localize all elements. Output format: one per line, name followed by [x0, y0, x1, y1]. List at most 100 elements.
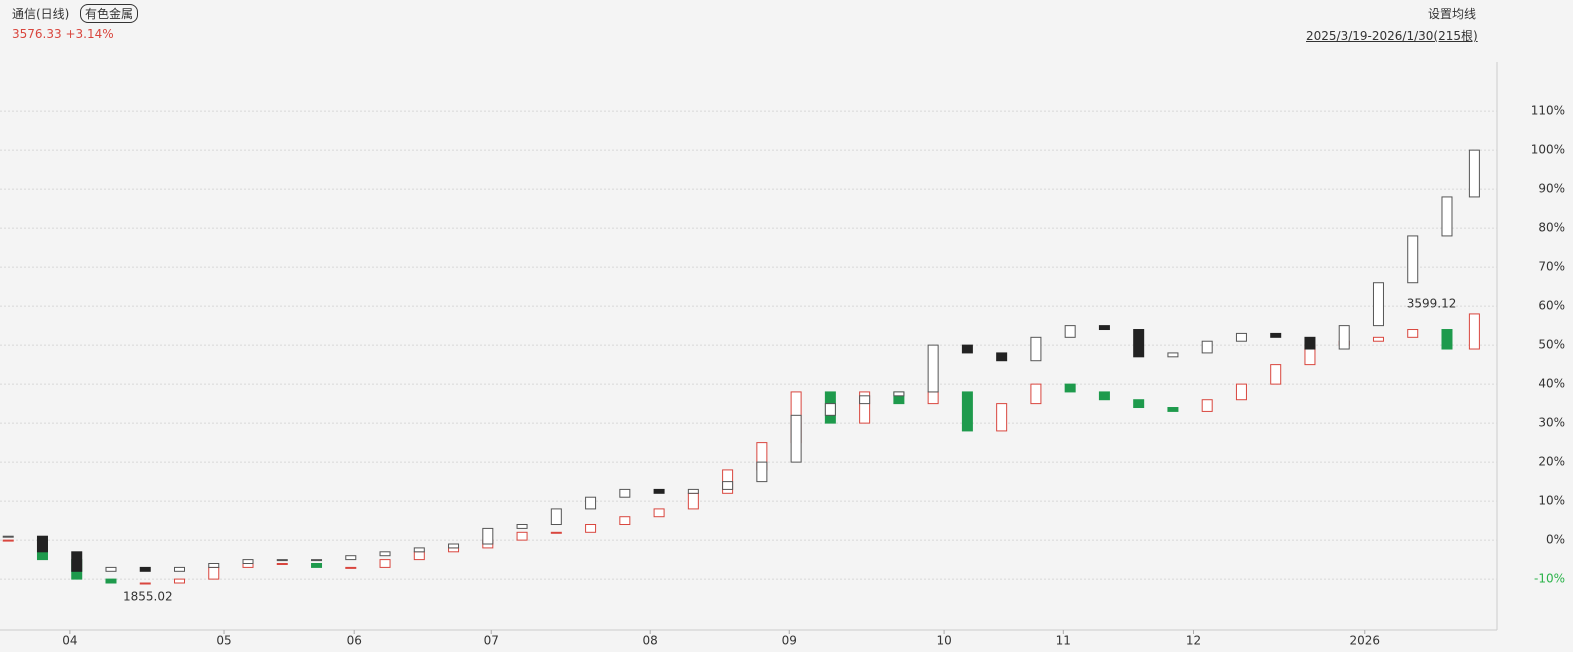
candle: [687, 492, 699, 510]
annotation: 1855.02: [123, 590, 173, 604]
candle: [413, 547, 425, 553]
candle: [1201, 399, 1213, 412]
y-tick-label: 50%: [1538, 338, 1565, 352]
candle: [824, 403, 836, 416]
x-tick-label: 09: [782, 634, 797, 648]
date-range[interactable]: 2025/3/19-2026/1/30(215根): [1306, 29, 1478, 43]
candle: [413, 551, 425, 561]
candle: [208, 563, 220, 568]
candle: [448, 547, 460, 553]
candle: [311, 559, 323, 562]
x-tick-label: 12: [1186, 634, 1201, 648]
candle: [311, 563, 323, 568]
candle: [345, 555, 357, 561]
x-tick-label: 10: [936, 634, 951, 648]
candle: [1167, 352, 1179, 358]
quote: 3576.33 +3.14%: [12, 27, 114, 41]
candle: [448, 543, 460, 549]
candle: [174, 578, 186, 584]
candle: [1441, 329, 1453, 350]
y-tick-label: 0%: [1546, 533, 1565, 547]
candle: [1468, 149, 1480, 198]
x-tick-label: 2026: [1349, 634, 1380, 648]
x-tick-label: 08: [643, 634, 658, 648]
y-tick-label: 70%: [1538, 260, 1565, 274]
y-tick-label: 10%: [1538, 494, 1565, 508]
candle: [105, 578, 117, 584]
candle: [756, 461, 768, 483]
y-tick-label: 20%: [1538, 455, 1565, 469]
candle: [996, 403, 1008, 432]
candle: [1235, 332, 1247, 342]
candle: [139, 582, 151, 585]
candle: [653, 488, 665, 494]
y-tick-label: 100%: [1531, 143, 1565, 157]
x-tick-label: 07: [484, 634, 499, 648]
candle: [619, 516, 631, 526]
candle: [893, 391, 905, 397]
candle: [1201, 340, 1213, 354]
candle: [1098, 325, 1110, 331]
x-tick-label: 04: [62, 634, 77, 648]
candle: [516, 531, 528, 541]
candle: [139, 566, 151, 572]
x-tick-label: 11: [1056, 634, 1071, 648]
candle: [1064, 383, 1076, 393]
x-tick-label: 06: [347, 634, 362, 648]
candle: [1030, 383, 1042, 405]
candle: [1133, 399, 1145, 409]
y-tick-label: 30%: [1538, 416, 1565, 430]
sector-tag[interactable]: 有色金属: [80, 4, 139, 23]
candle: [996, 352, 1008, 362]
candle: [71, 551, 83, 572]
candle: [687, 488, 699, 494]
annotation: 3599.12: [1407, 296, 1457, 310]
candle: [927, 344, 939, 393]
y-tick-label: 90%: [1538, 182, 1565, 196]
y-tick-label: 80%: [1538, 221, 1565, 235]
y-tick-label: 110%: [1531, 104, 1565, 118]
candle: [1270, 364, 1282, 385]
candle: [722, 481, 734, 490]
candle: [1167, 407, 1179, 412]
ma-setting[interactable]: 设置均线: [1428, 7, 1477, 21]
candle: [1235, 383, 1247, 401]
candle: [550, 531, 562, 534]
candle: [585, 496, 597, 510]
candle: [2, 535, 14, 538]
candle: [105, 566, 117, 572]
candle: [585, 524, 597, 533]
candle: [379, 551, 391, 557]
y-tick-label: -10%: [1534, 572, 1565, 586]
candle: [859, 395, 871, 405]
candle: [961, 344, 973, 354]
y-tick-label: 40%: [1538, 377, 1565, 391]
candle: [1338, 325, 1350, 350]
candle: [859, 391, 871, 424]
candle: [1030, 336, 1042, 362]
candle: [36, 535, 48, 553]
candle: [927, 391, 939, 405]
y-tick-label: 60%: [1538, 299, 1565, 313]
candle: [550, 508, 562, 526]
candle: [653, 508, 665, 518]
candle: [174, 566, 186, 572]
candle: [2, 539, 14, 542]
candle: [1407, 235, 1419, 284]
candle: [961, 391, 973, 432]
candle: [1441, 196, 1453, 237]
candle: [1372, 282, 1384, 327]
candle: [1133, 329, 1145, 358]
candle: [1270, 332, 1282, 338]
candle: [482, 527, 494, 545]
candle: [1468, 313, 1480, 350]
candle: [208, 566, 220, 580]
candle: [516, 524, 528, 529]
candle: [790, 414, 802, 463]
x-tick-label: 05: [216, 634, 231, 648]
candle: [619, 488, 631, 498]
candle: [1407, 329, 1419, 338]
candle: [1372, 336, 1384, 342]
candle: [276, 559, 288, 562]
